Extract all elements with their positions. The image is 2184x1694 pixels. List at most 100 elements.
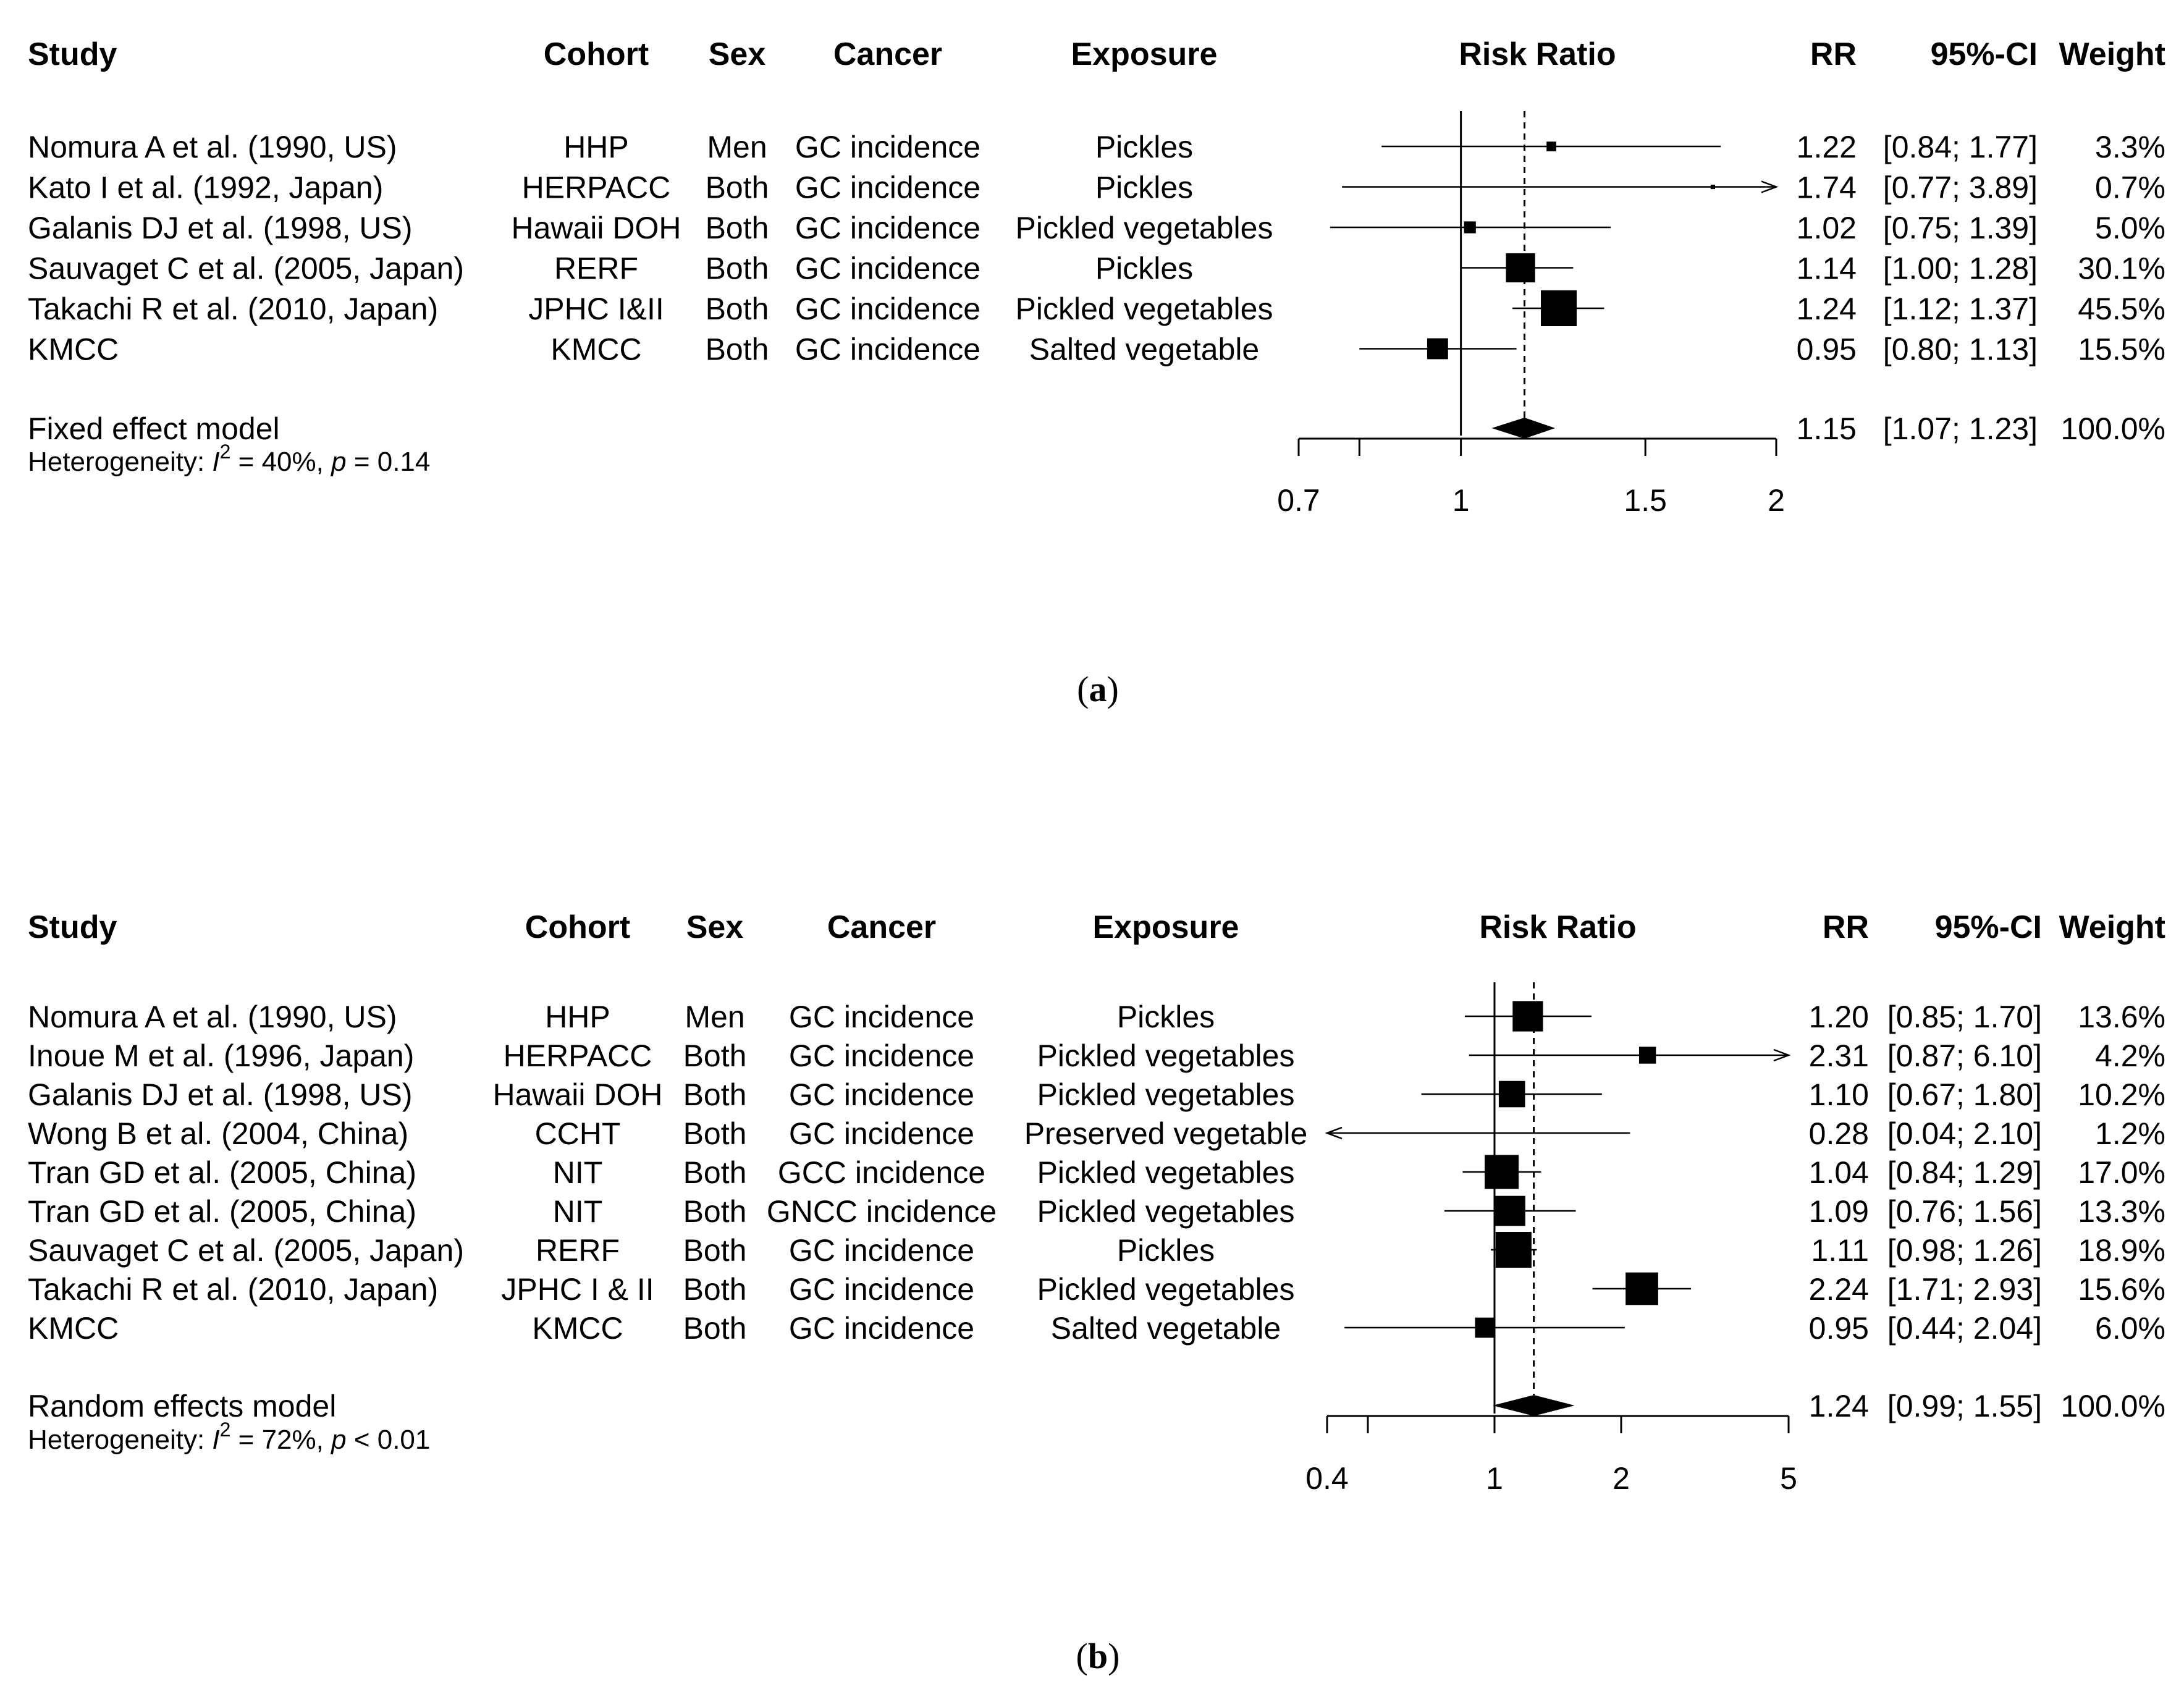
study-name: Takachi R et al. (2010, Japan) <box>28 292 438 326</box>
study-weight: 0.7% <box>2095 171 2165 205</box>
study-name: Galanis DJ et al. (1998, US) <box>28 211 413 245</box>
study-cancer: GC incidence <box>795 211 980 245</box>
study-row: Galanis DJ et al. (1998, US) Hawaii DOH Bo… <box>28 211 2165 245</box>
point-estimate-box <box>1546 141 1556 151</box>
study-name: Tran GD et al. (2005, China) <box>28 1155 416 1190</box>
study-weight: 17.0% <box>2078 1155 2165 1190</box>
study-rr: 1.10 <box>1809 1077 1869 1112</box>
het-i-symbol: I <box>212 447 219 477</box>
study-sex: Both <box>683 1077 747 1112</box>
study-sex: Both <box>683 1194 747 1229</box>
study-ci: [0.98; 1.26] <box>1887 1233 2042 1268</box>
point-estimate-box <box>1427 338 1448 360</box>
study-sex: Both <box>683 1039 747 1073</box>
study-row: Sauvaget C et al. (2005, Japan) RERF Both G… <box>28 251 2165 286</box>
study-ci: [1.12; 1.37] <box>1883 292 2038 326</box>
study-row: Sauvaget C et al. (2005, Japan) RERF Both G… <box>28 1232 2165 1268</box>
header-risk-ratio: Risk Ratio <box>1459 36 1616 72</box>
study-weight: 6.0% <box>2095 1311 2165 1346</box>
study-weight: 3.3% <box>2095 130 2165 164</box>
caption-close-paren: ) <box>1107 669 1119 709</box>
caption-letter: b <box>1088 1636 1108 1676</box>
study-rr: 2.24 <box>1809 1272 1869 1307</box>
point-estimate-box <box>1475 1317 1496 1338</box>
study-name: Nomura A et al. (1990, US) <box>28 130 397 164</box>
point-estimate-box <box>1625 1272 1658 1305</box>
header-cancer: Cancer <box>827 909 936 945</box>
header-ci: 95%-CI <box>1935 909 2042 945</box>
point-estimate-box <box>1638 1047 1656 1064</box>
pooled-weight: 100.0% <box>2060 411 2165 446</box>
study-ci: [0.75; 1.39] <box>1883 211 2038 245</box>
study-row: Takachi R et al. (2010, Japan) JPHC I&II B… <box>28 290 2165 326</box>
study-exposure: Pickles <box>1117 1233 1215 1268</box>
study-cancer: GC incidence <box>795 251 980 286</box>
study-sex: Both <box>706 171 769 205</box>
het-p: < 0.01 <box>347 1425 431 1455</box>
study-exposure: Pickled vegetables <box>1016 211 1273 245</box>
study-cohort: KMCC <box>550 332 641 367</box>
study-cancer: GC incidence <box>789 1077 974 1112</box>
study-name: Sauvaget C et al. (2005, Japan) <box>28 251 464 286</box>
study-exposure: Pickles <box>1117 1000 1215 1034</box>
het-superscript: 2 <box>220 1418 231 1441</box>
point-estimate-box <box>1541 290 1577 326</box>
study-cohort: KMCC <box>532 1311 623 1346</box>
study-cohort: NIT <box>553 1155 603 1190</box>
study-name: Kato I et al. (1992, Japan) <box>28 171 383 205</box>
study-cohort: Hawaii DOH <box>511 211 681 245</box>
forest-panel-b: Study Cohort Sex Cancer Exposure Risk Ratio RR… <box>28 909 2165 1676</box>
x-tick-label: 0.4 <box>1305 1461 1349 1496</box>
study-exposure: Pickled vegetables <box>1037 1194 1295 1229</box>
study-cohort: JPHC I & II <box>501 1272 654 1307</box>
study-cancer: GC incidence <box>789 1000 974 1034</box>
study-exposure: Salted vegetable <box>1051 1311 1281 1346</box>
study-sex: Both <box>706 332 769 367</box>
study-weight: 13.3% <box>2078 1194 2165 1229</box>
heterogeneity-text: Heterogeneity: I2 = 72%, p < 0.01 <box>28 1418 430 1455</box>
study-cancer: GC incidence <box>795 130 980 164</box>
study-cancer: GC incidence <box>795 332 980 367</box>
study-sex: Both <box>683 1311 747 1346</box>
study-exposure: Salted vegetable <box>1029 332 1260 367</box>
study-sex: Both <box>706 251 769 286</box>
study-row: Inoue M et al. (1996, Japan) HERPACC Both G… <box>28 1039 2165 1073</box>
study-cancer: GC incidence <box>795 292 980 326</box>
study-exposure: Pickled vegetables <box>1037 1155 1295 1190</box>
x-tick-label: 1 <box>1486 1461 1503 1496</box>
pooled-model-label: Random effects model <box>28 1389 336 1423</box>
caption-close-paren: ) <box>1108 1636 1119 1676</box>
header-risk-ratio: Risk Ratio <box>1479 909 1636 945</box>
study-weight: 13.6% <box>2078 1000 2165 1034</box>
study-sex: Men <box>685 1000 744 1034</box>
header-exposure: Exposure <box>1093 909 1239 945</box>
study-cancer: GCC incidence <box>778 1155 985 1190</box>
pooled-rr: 1.24 <box>1809 1389 1869 1423</box>
study-cohort: JPHC I&II <box>528 292 664 326</box>
pooled-weight: 100.0% <box>2060 1389 2165 1423</box>
header-cancer: Cancer <box>833 36 942 72</box>
study-weight: 15.6% <box>2078 1272 2165 1307</box>
study-exposure: Pickled vegetables <box>1016 292 1273 326</box>
study-rr: 0.95 <box>1809 1311 1869 1346</box>
het-p-symbol: p <box>330 1425 346 1455</box>
study-weight: 30.1% <box>2078 251 2165 286</box>
study-name: KMCC <box>28 332 119 367</box>
study-weight: 18.9% <box>2078 1233 2165 1268</box>
het-superscript: 2 <box>220 440 231 463</box>
study-name: Wong B et al. (2004, China) <box>28 1116 408 1151</box>
pooled-ci: [1.07; 1.23] <box>1883 411 2038 446</box>
study-ci: [0.76; 1.56] <box>1887 1194 2042 1229</box>
x-tick-label: 1 <box>1452 483 1470 518</box>
study-sex: Both <box>683 1155 747 1190</box>
study-name: Nomura A et al. (1990, US) <box>28 1000 397 1034</box>
study-weight: 1.2% <box>2095 1116 2165 1151</box>
het-prefix: Heterogeneity: <box>28 1425 212 1455</box>
study-rr: 0.95 <box>1797 332 1857 367</box>
het-i-symbol: I <box>212 1425 219 1455</box>
point-estimate-box <box>1506 253 1535 283</box>
study-cohort: Hawaii DOH <box>492 1077 662 1112</box>
header-sex: Sex <box>686 909 744 945</box>
pooled-rr: 1.15 <box>1797 411 1857 446</box>
